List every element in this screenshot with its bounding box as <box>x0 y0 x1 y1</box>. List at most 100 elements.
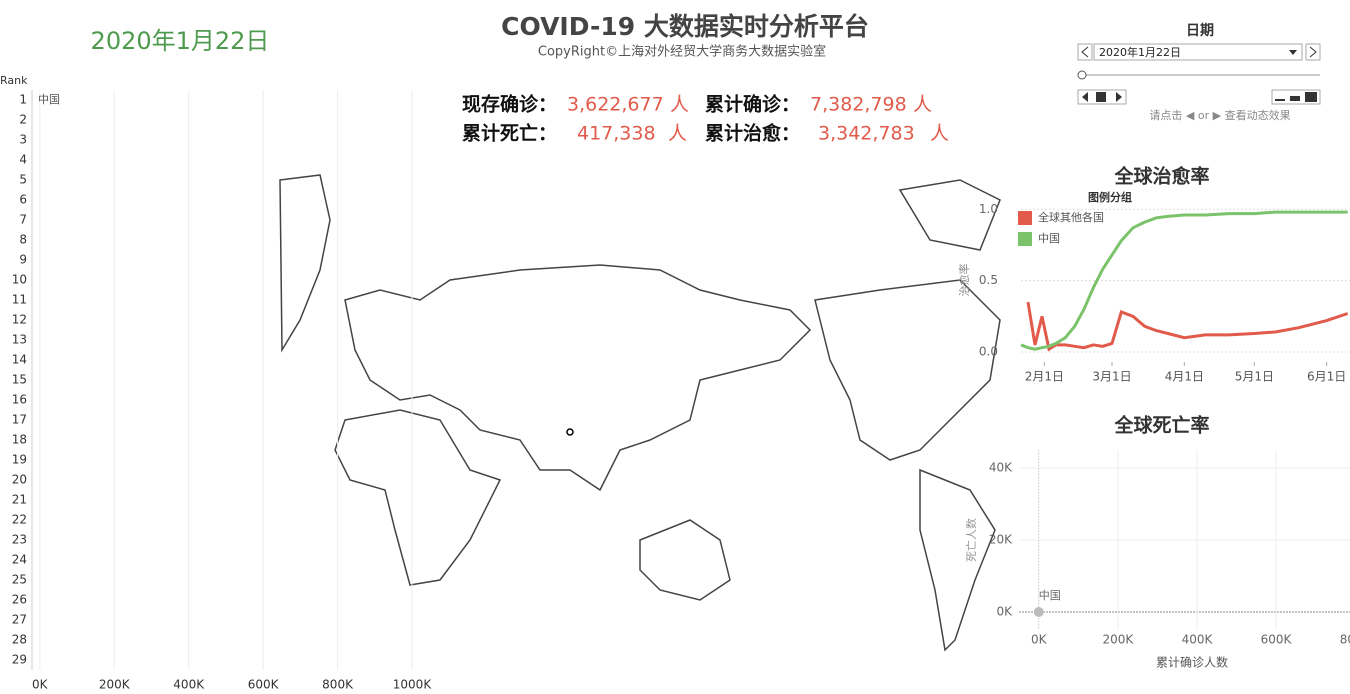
title: COVID-19 大数据实时分析平台 <box>501 12 869 41</box>
legend-swatch <box>1018 211 1032 225</box>
stat-label: 累计死亡： <box>462 122 557 145</box>
rank-label: 14 <box>12 353 27 367</box>
y-tick-label: 20K <box>989 533 1013 547</box>
x-tick-label: 600K <box>248 678 280 692</box>
rank-label: 21 <box>12 493 27 507</box>
rank-label: 16 <box>12 393 27 407</box>
x-tick-label: 5月1日 <box>1235 370 1274 384</box>
greenland <box>898 179 1001 251</box>
date-select-value: 2020年1月22日 <box>1099 45 1181 59</box>
stat-unit: 人 <box>668 123 687 145</box>
stat-unit: 人 <box>930 123 949 145</box>
stat-unit: 人 <box>670 94 689 116</box>
stat-label: 累计治愈： <box>705 122 800 145</box>
y-tick-label: 0.5 <box>979 273 998 287</box>
x-tick-label: 600K <box>1261 633 1293 647</box>
australia <box>639 519 731 601</box>
date-select[interactable] <box>1093 43 1303 61</box>
rank-label: 9 <box>19 253 27 267</box>
current-date: 2020年1月22日 <box>91 27 270 55</box>
stat-value: 417,338 <box>577 123 656 145</box>
world-map <box>279 174 1001 652</box>
rank-label: 2 <box>19 113 27 127</box>
stat-value: 3,342,783 <box>818 123 915 145</box>
y-tick-label: 0K <box>996 605 1013 619</box>
rank-label: 6 <box>19 193 27 207</box>
rank-label: 5 <box>19 173 27 187</box>
stat-value: 3,622,677 <box>567 94 664 116</box>
x-tick-label: 6月1日 <box>1307 370 1346 384</box>
speed-icons <box>1275 92 1317 102</box>
y-axis-title: 死亡人数 <box>964 518 978 562</box>
filter-hint: 请点击 ◀ or ▶ 查看动态效果 <box>1149 108 1290 122</box>
next-icon <box>1309 46 1317 58</box>
x-tick-label: 200K <box>99 678 131 692</box>
axis-title: Rank <box>0 74 28 87</box>
dropdown-icon <box>1289 50 1297 55</box>
rank-label: 13 <box>12 333 27 347</box>
rank-label: 25 <box>12 573 27 587</box>
western-edge <box>279 174 331 353</box>
series-line <box>1020 210 1348 351</box>
rank-label: 22 <box>12 513 27 527</box>
x-tick-label: 200K <box>1102 633 1134 647</box>
next-button[interactable] <box>1305 43 1321 61</box>
south-america <box>919 468 996 652</box>
right-panel <box>1013 160 1350 694</box>
chart-title: 全球治愈率 <box>1113 165 1209 188</box>
series-line <box>1026 301 1349 352</box>
x-tick-label: 0K <box>1031 633 1048 647</box>
x-tick-label: 1000K <box>393 678 433 692</box>
rank-label: 24 <box>12 553 27 567</box>
rank-label: 10 <box>12 273 27 287</box>
stat-value: 7,382,798 <box>810 94 907 116</box>
rank-label: 15 <box>12 373 27 387</box>
rank-label: 7 <box>19 213 27 227</box>
rank-label: 12 <box>12 313 27 327</box>
y-tick-label: 0.0 <box>979 345 998 359</box>
stat-unit: 人 <box>913 94 932 116</box>
subtitle: CopyRight©上海对外经贸大学商务大数据实验室 <box>538 44 826 60</box>
playback-icons <box>1082 92 1122 102</box>
stat-label: 现存确诊： <box>462 93 557 116</box>
filter-title: 日期 <box>1186 23 1214 39</box>
y-tick-label: 1.0 <box>979 202 998 216</box>
rank-label: 8 <box>19 233 27 247</box>
point-label: 中国 <box>1039 589 1061 602</box>
rank-label: 17 <box>12 413 27 427</box>
x-tick-label: 3月1日 <box>1092 370 1131 384</box>
slider-handle[interactable] <box>1077 70 1087 80</box>
x-tick-label: 4月1日 <box>1165 370 1204 384</box>
rank-label: 3 <box>19 133 27 147</box>
x-tick-label: 400K <box>173 678 205 692</box>
rank-label: 18 <box>12 433 27 447</box>
rank-label: 28 <box>12 633 27 647</box>
rank-label: 11 <box>12 293 27 307</box>
map-point <box>566 428 574 436</box>
x-axis-title: 累计确诊人数 <box>1156 655 1228 670</box>
chart-title: 全球死亡率 <box>1113 414 1209 437</box>
rank-label: 26 <box>12 593 27 607</box>
rank-label: 29 <box>12 653 27 667</box>
rank-label: 27 <box>12 613 27 627</box>
rank-label: 4 <box>19 153 27 167</box>
eurasia <box>344 264 812 492</box>
bar-label: 中国 <box>38 93 60 106</box>
y-tick-label: 40K <box>989 461 1013 475</box>
rank-label: 19 <box>12 453 27 467</box>
y-axis-title: 治愈率 <box>957 264 971 297</box>
point <box>1033 607 1044 617</box>
x-tick-label: 800K <box>322 678 354 692</box>
x-tick-label: 800K <box>1340 633 1350 647</box>
rank-label: 23 <box>12 533 27 547</box>
prev-icon <box>1081 46 1089 58</box>
legend-swatch <box>1018 232 1032 246</box>
legend-label: 中国 <box>1038 232 1060 245</box>
rank-label: 20 <box>12 473 27 487</box>
rank-label: 1 <box>19 93 27 107</box>
prev-button[interactable] <box>1077 43 1093 61</box>
stat-label: 累计确诊： <box>705 93 800 116</box>
legend-title: 图例分组 <box>1088 190 1132 204</box>
legend-label: 全球其他各国 <box>1038 210 1104 224</box>
